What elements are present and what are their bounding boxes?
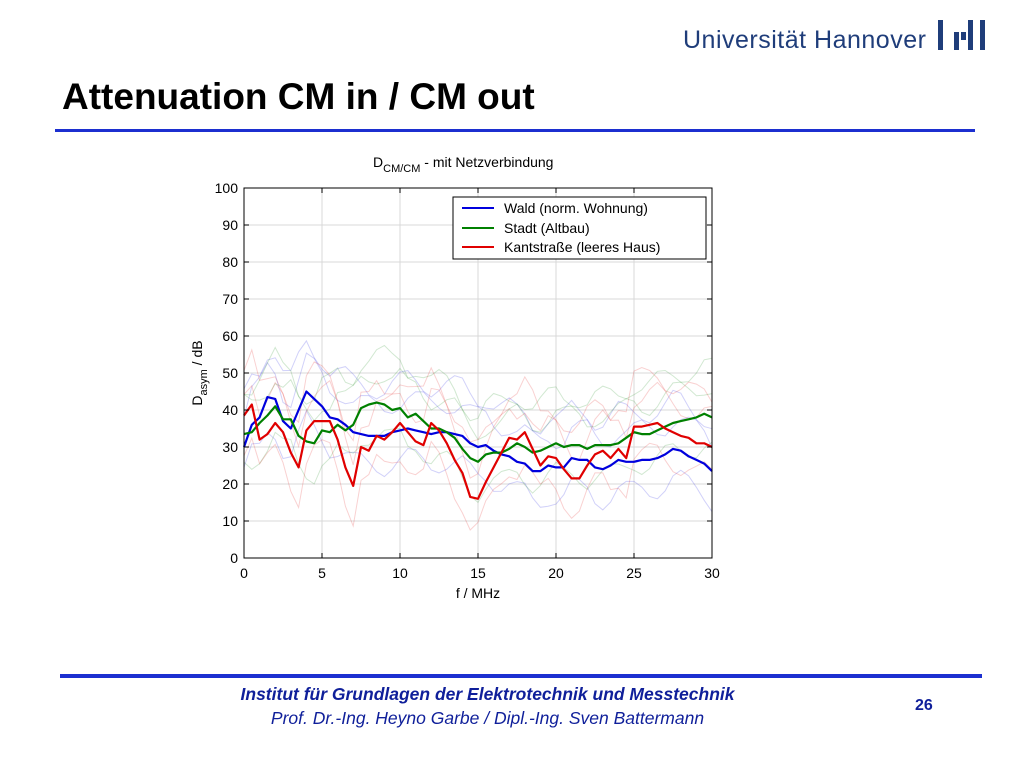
footer-institute: Institut für Grundlagen der Elektrotechn…: [240, 684, 735, 704]
x-tick-label: 15: [470, 565, 486, 581]
x-tick-label: 30: [704, 565, 720, 581]
envelope-trace: [243, 348, 713, 443]
y-tick-label: 70: [222, 291, 238, 307]
y-tick-label: 50: [222, 365, 238, 381]
x-tick-label: 20: [548, 565, 564, 581]
slide-title: Attenuation CM in / CM out: [62, 76, 535, 117]
y-tick-label: 100: [215, 180, 239, 196]
series-line: [242, 390, 713, 473]
series-line: [243, 403, 713, 500]
legend-label-kantstrasse: Kantstraße (leeres Haus): [504, 239, 660, 255]
envelope-trace: [243, 352, 713, 450]
envelope-trace: [243, 379, 713, 479]
legend: Wald (norm. Wohnung) Stadt (Altbau) Kant…: [452, 196, 707, 260]
legend-label-stadt: Stadt (Altbau): [504, 220, 590, 236]
legend-box: [452, 196, 707, 260]
x-tick-label: 5: [318, 565, 326, 581]
x-tick-label: 25: [626, 565, 642, 581]
x-tick-label: 10: [392, 565, 408, 581]
data-series: [242, 390, 713, 500]
y-tick-label: 20: [222, 476, 238, 492]
envelope-trace: [243, 427, 713, 504]
page-number: 26: [915, 697, 933, 714]
y-tick-label: 0: [230, 550, 238, 566]
y-tick-label: 30: [222, 439, 238, 455]
envelope-trace: [243, 367, 713, 441]
x-tick-labels: 0 5 10 15 20 25 30: [240, 565, 720, 581]
university-name: Universität Hannover: [683, 26, 927, 54]
tick-marks: [243, 187, 713, 559]
envelope-trace: [243, 339, 713, 435]
y-axis-label: Dasym / dB: [189, 340, 210, 405]
envelope-trace: [243, 436, 713, 531]
x-axis-label: f / MHz: [456, 585, 500, 601]
series-line: [243, 401, 713, 463]
y-tick-label: 40: [222, 402, 238, 418]
envelope-trace: [243, 409, 713, 512]
chart-title: DCM/CM - mit Netzverbindung: [373, 154, 553, 175]
attenuation-chart: DCM/CM - mit Netzverbindung 0 5 10 15 20 25 30…: [189, 154, 720, 601]
title-divider: [55, 129, 975, 132]
x-tick-label: 0: [240, 565, 248, 581]
envelope-trace: [243, 344, 713, 422]
y-tick-labels: 0 10 20 30 40 50 60 70 80 90 100: [215, 180, 239, 566]
luh-logo-icon: [938, 20, 985, 50]
y-tick-label: 90: [222, 217, 238, 233]
y-tick-label: 60: [222, 328, 238, 344]
y-tick-label: 80: [222, 254, 238, 270]
footer-divider: [60, 674, 982, 678]
footer-authors: Prof. Dr.-Ing. Heyno Garbe / Dipl.-Ing. …: [270, 708, 705, 728]
y-tick-label: 10: [222, 513, 238, 529]
legend-label-wald: Wald (norm. Wohnung): [504, 200, 648, 216]
background-traces: [243, 339, 713, 531]
